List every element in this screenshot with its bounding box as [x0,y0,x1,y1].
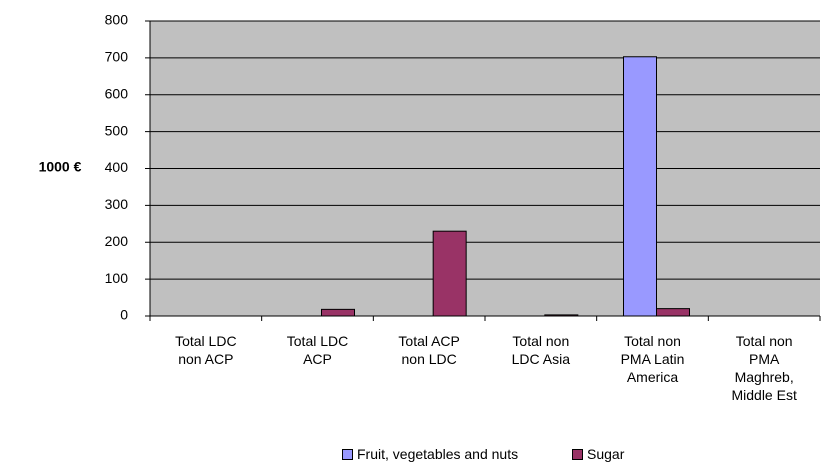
x-tick-label: Total ACP non LDC [398,333,460,367]
bar [432,230,467,317]
x-tick-label: Total LDC ACP [286,333,349,367]
x-tick-label: Total non PMA Maghreb, Middle Est [731,333,797,403]
y-tick-label: 300 [105,196,129,212]
bar [656,308,690,317]
x-tick-label: Total non PMA Latin America [620,333,685,385]
y-axis-label: 1000 € [39,159,82,175]
legend-item: Fruit, vegetables and nuts [342,446,518,462]
bar [623,56,657,317]
y-tick-label: 200 [105,233,129,249]
y-tick-label: 100 [105,270,129,286]
bar [321,308,355,317]
y-tick-label: 500 [105,122,129,138]
legend-label: Sugar [587,446,625,462]
y-tick-label: 600 [105,85,129,101]
x-tick-label: Total non LDC Asia [511,333,570,367]
y-tick-label: 400 [105,159,129,175]
legend-item: Sugar [572,446,624,462]
y-tick-label: 0 [120,307,128,323]
y-tick-label: 800 [105,12,129,28]
y-tick-label: 700 [105,49,129,65]
x-tick-label: Total LDC non ACP [175,333,237,367]
legend-swatch [342,448,353,460]
legend-label: Fruit, vegetables and nuts [357,446,519,462]
legend-swatch [572,448,583,460]
